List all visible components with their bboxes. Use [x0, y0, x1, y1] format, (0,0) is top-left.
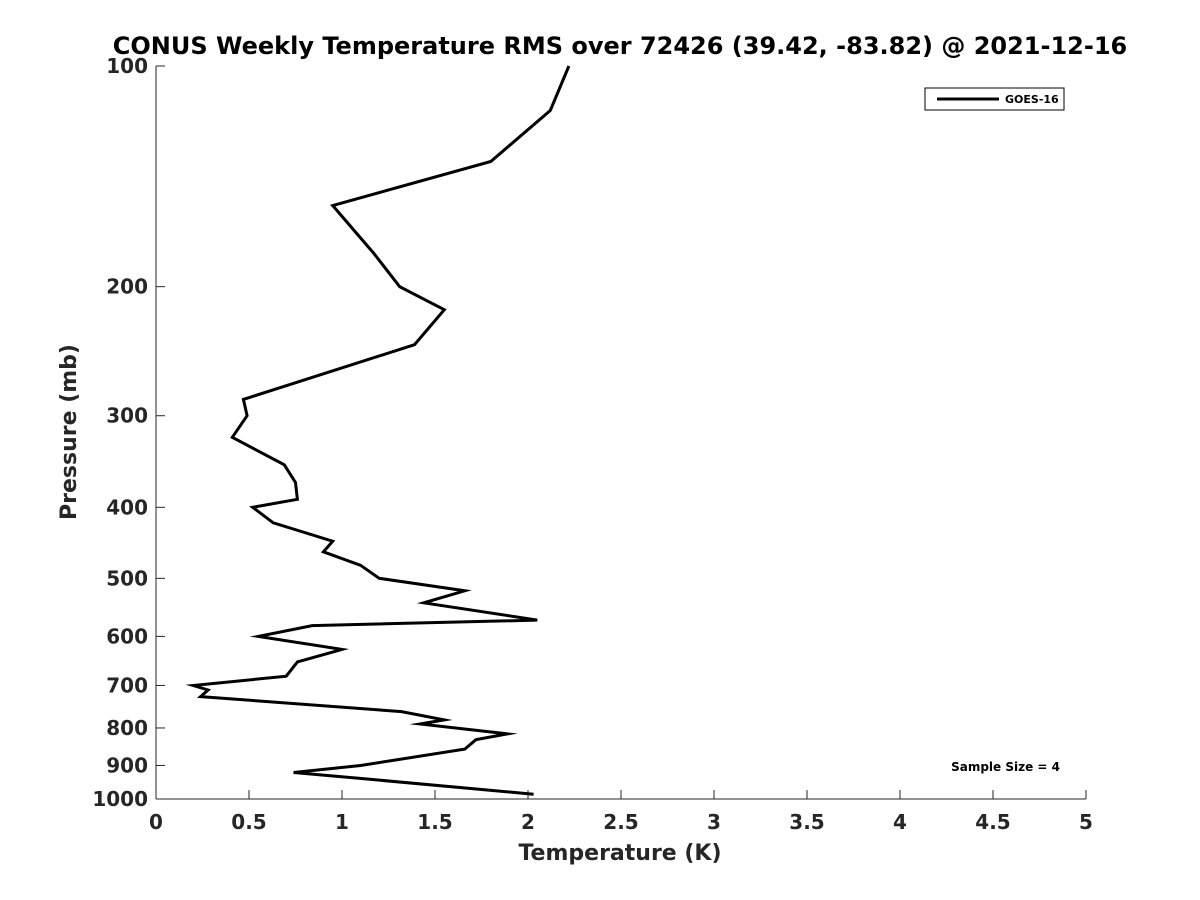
x-tick-label: 0 — [149, 810, 163, 834]
y-tick-label: 300 — [106, 404, 148, 428]
y-tick-label: 100 — [106, 54, 148, 78]
x-tick-label: 5 — [1079, 810, 1093, 834]
x-tick-label: 4 — [893, 810, 907, 834]
y-tick-label: 600 — [106, 624, 148, 648]
x-tick-label: 1 — [335, 810, 349, 834]
y-tick-label: 400 — [106, 495, 148, 519]
legend: GOES-16 — [924, 87, 1065, 111]
x-tick-label: 0.5 — [231, 810, 266, 834]
x-axis-label: Temperature (K) — [518, 841, 721, 866]
x-tick-label: 3 — [707, 810, 721, 834]
plot-area — [156, 66, 1086, 799]
y-tick-label: 900 — [106, 753, 148, 777]
x-tick-label: 2 — [521, 810, 535, 834]
y-tick-label: 500 — [106, 566, 148, 590]
chart-title: CONUS Weekly Temperature RMS over 72426 … — [113, 32, 1127, 60]
y-tick-label: 800 — [106, 716, 148, 740]
y-tick-label: 700 — [106, 673, 148, 697]
series-layer — [185, 65, 571, 796]
series-line-goes-16 — [185, 65, 571, 796]
axes: 0 0.5 1 1.5 2 2.5 3 3.5 4 4.5 5 100 200 300 400 500 600 7… — [92, 54, 1093, 834]
x-tick-label: 3.5 — [789, 810, 824, 834]
x-tick-label: 4.5 — [975, 810, 1010, 834]
x-tick-label: 2.5 — [603, 810, 638, 834]
x-tick-label: 1.5 — [417, 810, 452, 834]
sample-size-annotation: Sample Size = 4 — [951, 760, 1060, 774]
legend-label: GOES-16 — [1005, 93, 1059, 106]
y-tick-label: 200 — [106, 275, 148, 299]
y-tick-label: 1000 — [92, 787, 148, 811]
y-axis-label: Pressure (mb) — [57, 344, 82, 520]
